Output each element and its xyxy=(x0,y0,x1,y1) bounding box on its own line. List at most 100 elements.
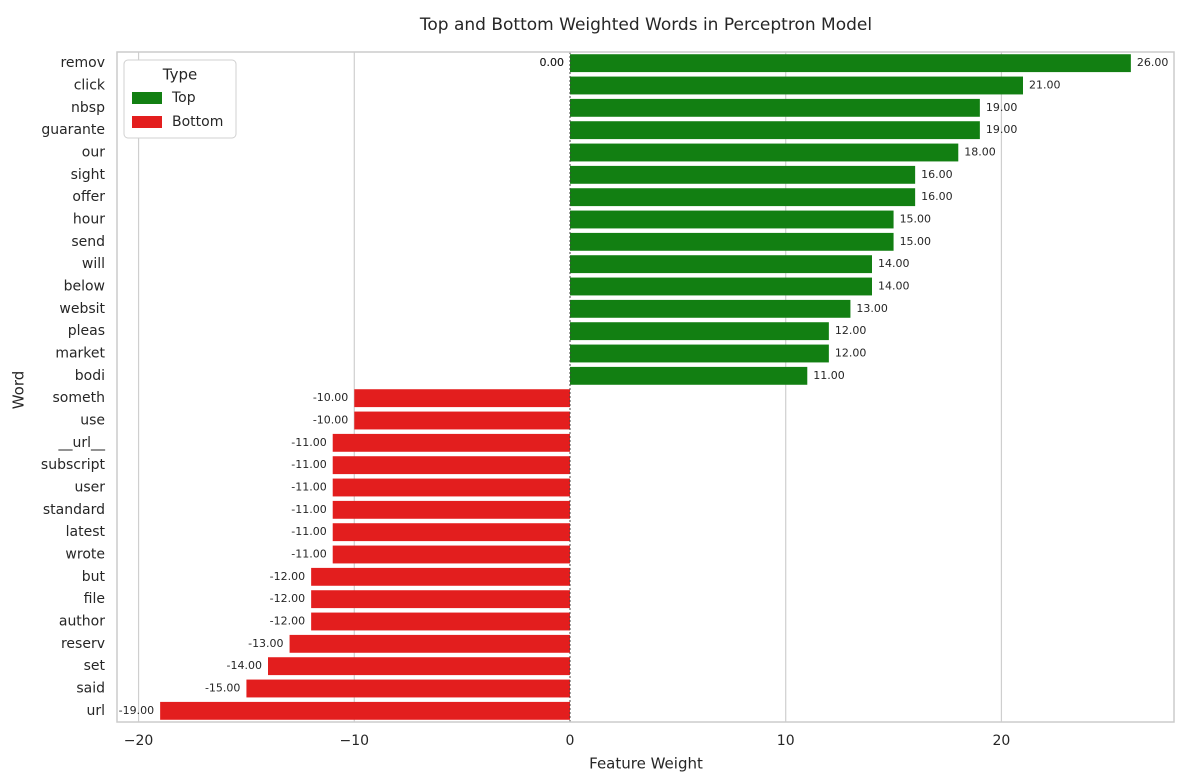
bar xyxy=(570,76,1023,95)
bar-value-label: -15.00 xyxy=(205,682,240,695)
y-tick-label: click xyxy=(74,78,106,94)
bar-value-label: 18.00 xyxy=(964,146,996,159)
y-tick-label: nbsp xyxy=(71,100,105,116)
y-tick-label: user xyxy=(74,480,105,496)
y-tick-label: will xyxy=(82,256,105,272)
bar-value-label: 15.00 xyxy=(900,235,932,248)
x-axis-tick-labels: −20 −10 0 10 20 xyxy=(124,733,1011,749)
y-tick-label: our xyxy=(82,145,105,161)
bar xyxy=(570,210,894,229)
y-tick-label: hour xyxy=(73,212,105,228)
bar xyxy=(311,590,570,609)
bar xyxy=(570,232,894,251)
bar xyxy=(570,98,980,117)
bar xyxy=(354,389,570,408)
y-tick-label: url xyxy=(86,703,105,719)
bar-value-label: -11.00 xyxy=(291,548,326,561)
bar xyxy=(311,612,570,631)
bar xyxy=(570,54,1131,73)
bar-value-label: 19.00 xyxy=(986,123,1018,136)
y-tick-label: file xyxy=(84,591,105,607)
bar xyxy=(570,299,851,318)
zero-value-label: 0.00 xyxy=(540,56,565,69)
bar-value-label: 12.00 xyxy=(835,324,867,337)
bar xyxy=(268,657,570,676)
x-axis-label: Feature Weight xyxy=(589,755,703,773)
y-tick-label: market xyxy=(55,346,105,362)
bars xyxy=(160,54,1131,720)
y-tick-label: but xyxy=(82,569,106,585)
legend-label: Top xyxy=(171,90,196,106)
y-tick-label: __url__ xyxy=(57,435,106,451)
bar xyxy=(570,322,829,341)
y-tick-label: someth xyxy=(53,390,105,406)
y-tick-label: wrote xyxy=(65,547,105,563)
bar-value-labels: 26.00 21.00 19.00 19.00 18.00 16.00 16.00 15.00… xyxy=(119,56,1169,717)
y-axis-label: Word xyxy=(10,371,28,410)
bar xyxy=(311,567,570,586)
y-tick-label: pleas xyxy=(68,323,105,339)
y-tick-label: bodi xyxy=(75,368,105,384)
legend-swatch xyxy=(132,116,162,128)
bar-value-label: -14.00 xyxy=(227,659,262,672)
x-tick-label: −10 xyxy=(340,733,370,749)
bar-value-label: 26.00 xyxy=(1137,56,1169,69)
bar xyxy=(570,366,808,385)
bar xyxy=(332,545,570,564)
bar-value-label: 14.00 xyxy=(878,280,910,293)
bar xyxy=(289,634,570,653)
y-tick-label: use xyxy=(80,413,105,429)
bar xyxy=(570,277,872,296)
bar xyxy=(570,344,829,363)
bar-value-label: 19.00 xyxy=(986,101,1018,114)
y-tick-label: reserv xyxy=(61,636,105,652)
bar-value-label: 15.00 xyxy=(900,213,932,226)
bar-value-label: 16.00 xyxy=(921,168,953,181)
y-tick-label: offer xyxy=(72,189,105,205)
legend-title: Type xyxy=(162,66,197,84)
bar xyxy=(332,433,570,452)
y-tick-label: guarante xyxy=(41,122,105,138)
plot-frame xyxy=(116,51,1175,723)
x-tick-label: 20 xyxy=(993,733,1011,749)
y-tick-label: standard xyxy=(43,502,105,518)
bar-value-label: -11.00 xyxy=(291,481,326,494)
bar-value-label: 16.00 xyxy=(921,190,953,203)
bar-value-label: 13.00 xyxy=(856,302,888,315)
bar xyxy=(570,143,959,162)
bar xyxy=(354,411,570,430)
bar-value-label: -12.00 xyxy=(270,615,305,628)
bar xyxy=(332,500,570,519)
x-tick-label: 10 xyxy=(777,733,795,749)
bar xyxy=(332,478,570,497)
legend: Type Top Bottom xyxy=(123,59,237,139)
bar-value-label: 21.00 xyxy=(1029,79,1061,92)
bar-value-label: -11.00 xyxy=(291,458,326,471)
bar-value-label: -10.00 xyxy=(313,391,348,404)
bar-value-label: -10.00 xyxy=(313,414,348,427)
bar xyxy=(570,121,980,140)
legend-label: Bottom xyxy=(172,114,223,130)
bar-value-label: -12.00 xyxy=(270,570,305,583)
x-tick-label: −20 xyxy=(124,733,154,749)
y-tick-label: sight xyxy=(71,167,106,183)
chart-title: Top and Bottom Weighted Words in Percept… xyxy=(419,15,872,35)
bar xyxy=(570,165,916,184)
bar-value-label: -11.00 xyxy=(291,525,326,538)
bar-value-label: -11.00 xyxy=(291,503,326,516)
grid-lines xyxy=(137,52,1003,722)
legend-entries: Top Bottom xyxy=(132,90,223,130)
bar-value-label: 11.00 xyxy=(813,369,845,382)
bar-value-label: 14.00 xyxy=(878,257,910,270)
bar xyxy=(332,456,570,475)
y-tick-label: set xyxy=(84,658,106,674)
bar xyxy=(570,255,872,274)
y-axis-tick-labels: remov click nbsp guarante our sight offer hour s… xyxy=(41,55,106,719)
bar xyxy=(246,679,570,698)
y-tick-label: remov xyxy=(60,55,105,71)
bar xyxy=(332,523,570,542)
zero-value-label: 0.00 xyxy=(540,56,565,69)
bar-value-label: 12.00 xyxy=(835,347,867,360)
legend-swatch xyxy=(132,92,162,104)
